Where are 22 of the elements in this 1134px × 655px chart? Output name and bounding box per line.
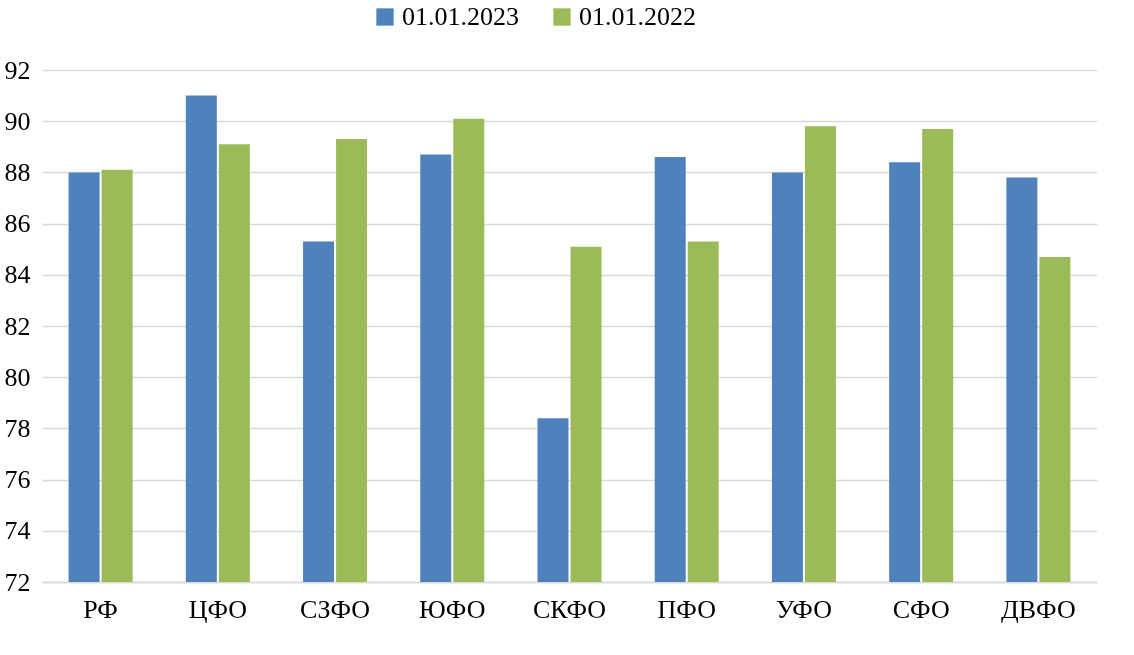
y-tick-label: 84 — [4, 260, 31, 290]
x-tick-label: УФО — [775, 594, 833, 624]
x-tick-label: ЮФО — [419, 594, 486, 624]
x-tick-label: СЗФО — [300, 594, 371, 624]
y-tick-label: 76 — [4, 465, 31, 495]
y-tick-label: 86 — [4, 209, 31, 239]
x-tick-label: ПФО — [657, 594, 716, 624]
y-tick-label: 90 — [4, 106, 31, 136]
legend-label: 01.01.2023 — [402, 2, 519, 31]
legend-label: 01.01.2022 — [579, 2, 696, 31]
x-tick-label: СКФО — [532, 594, 607, 624]
x-tick-label: ДВФО — [1001, 594, 1076, 624]
y-tick-label: 78 — [4, 413, 31, 443]
y-tick-label: 72 — [4, 567, 31, 597]
y-tick-label: 92 — [4, 55, 31, 85]
y-tick-label: 88 — [4, 157, 31, 187]
y-tick-label: 74 — [4, 516, 31, 546]
x-tick-label: РФ — [83, 594, 118, 624]
x-tick-label: ЦФО — [188, 594, 248, 624]
y-tick-label: 80 — [4, 362, 31, 392]
y-tick-label: 82 — [4, 311, 31, 341]
x-tick-label: СФО — [892, 594, 950, 624]
